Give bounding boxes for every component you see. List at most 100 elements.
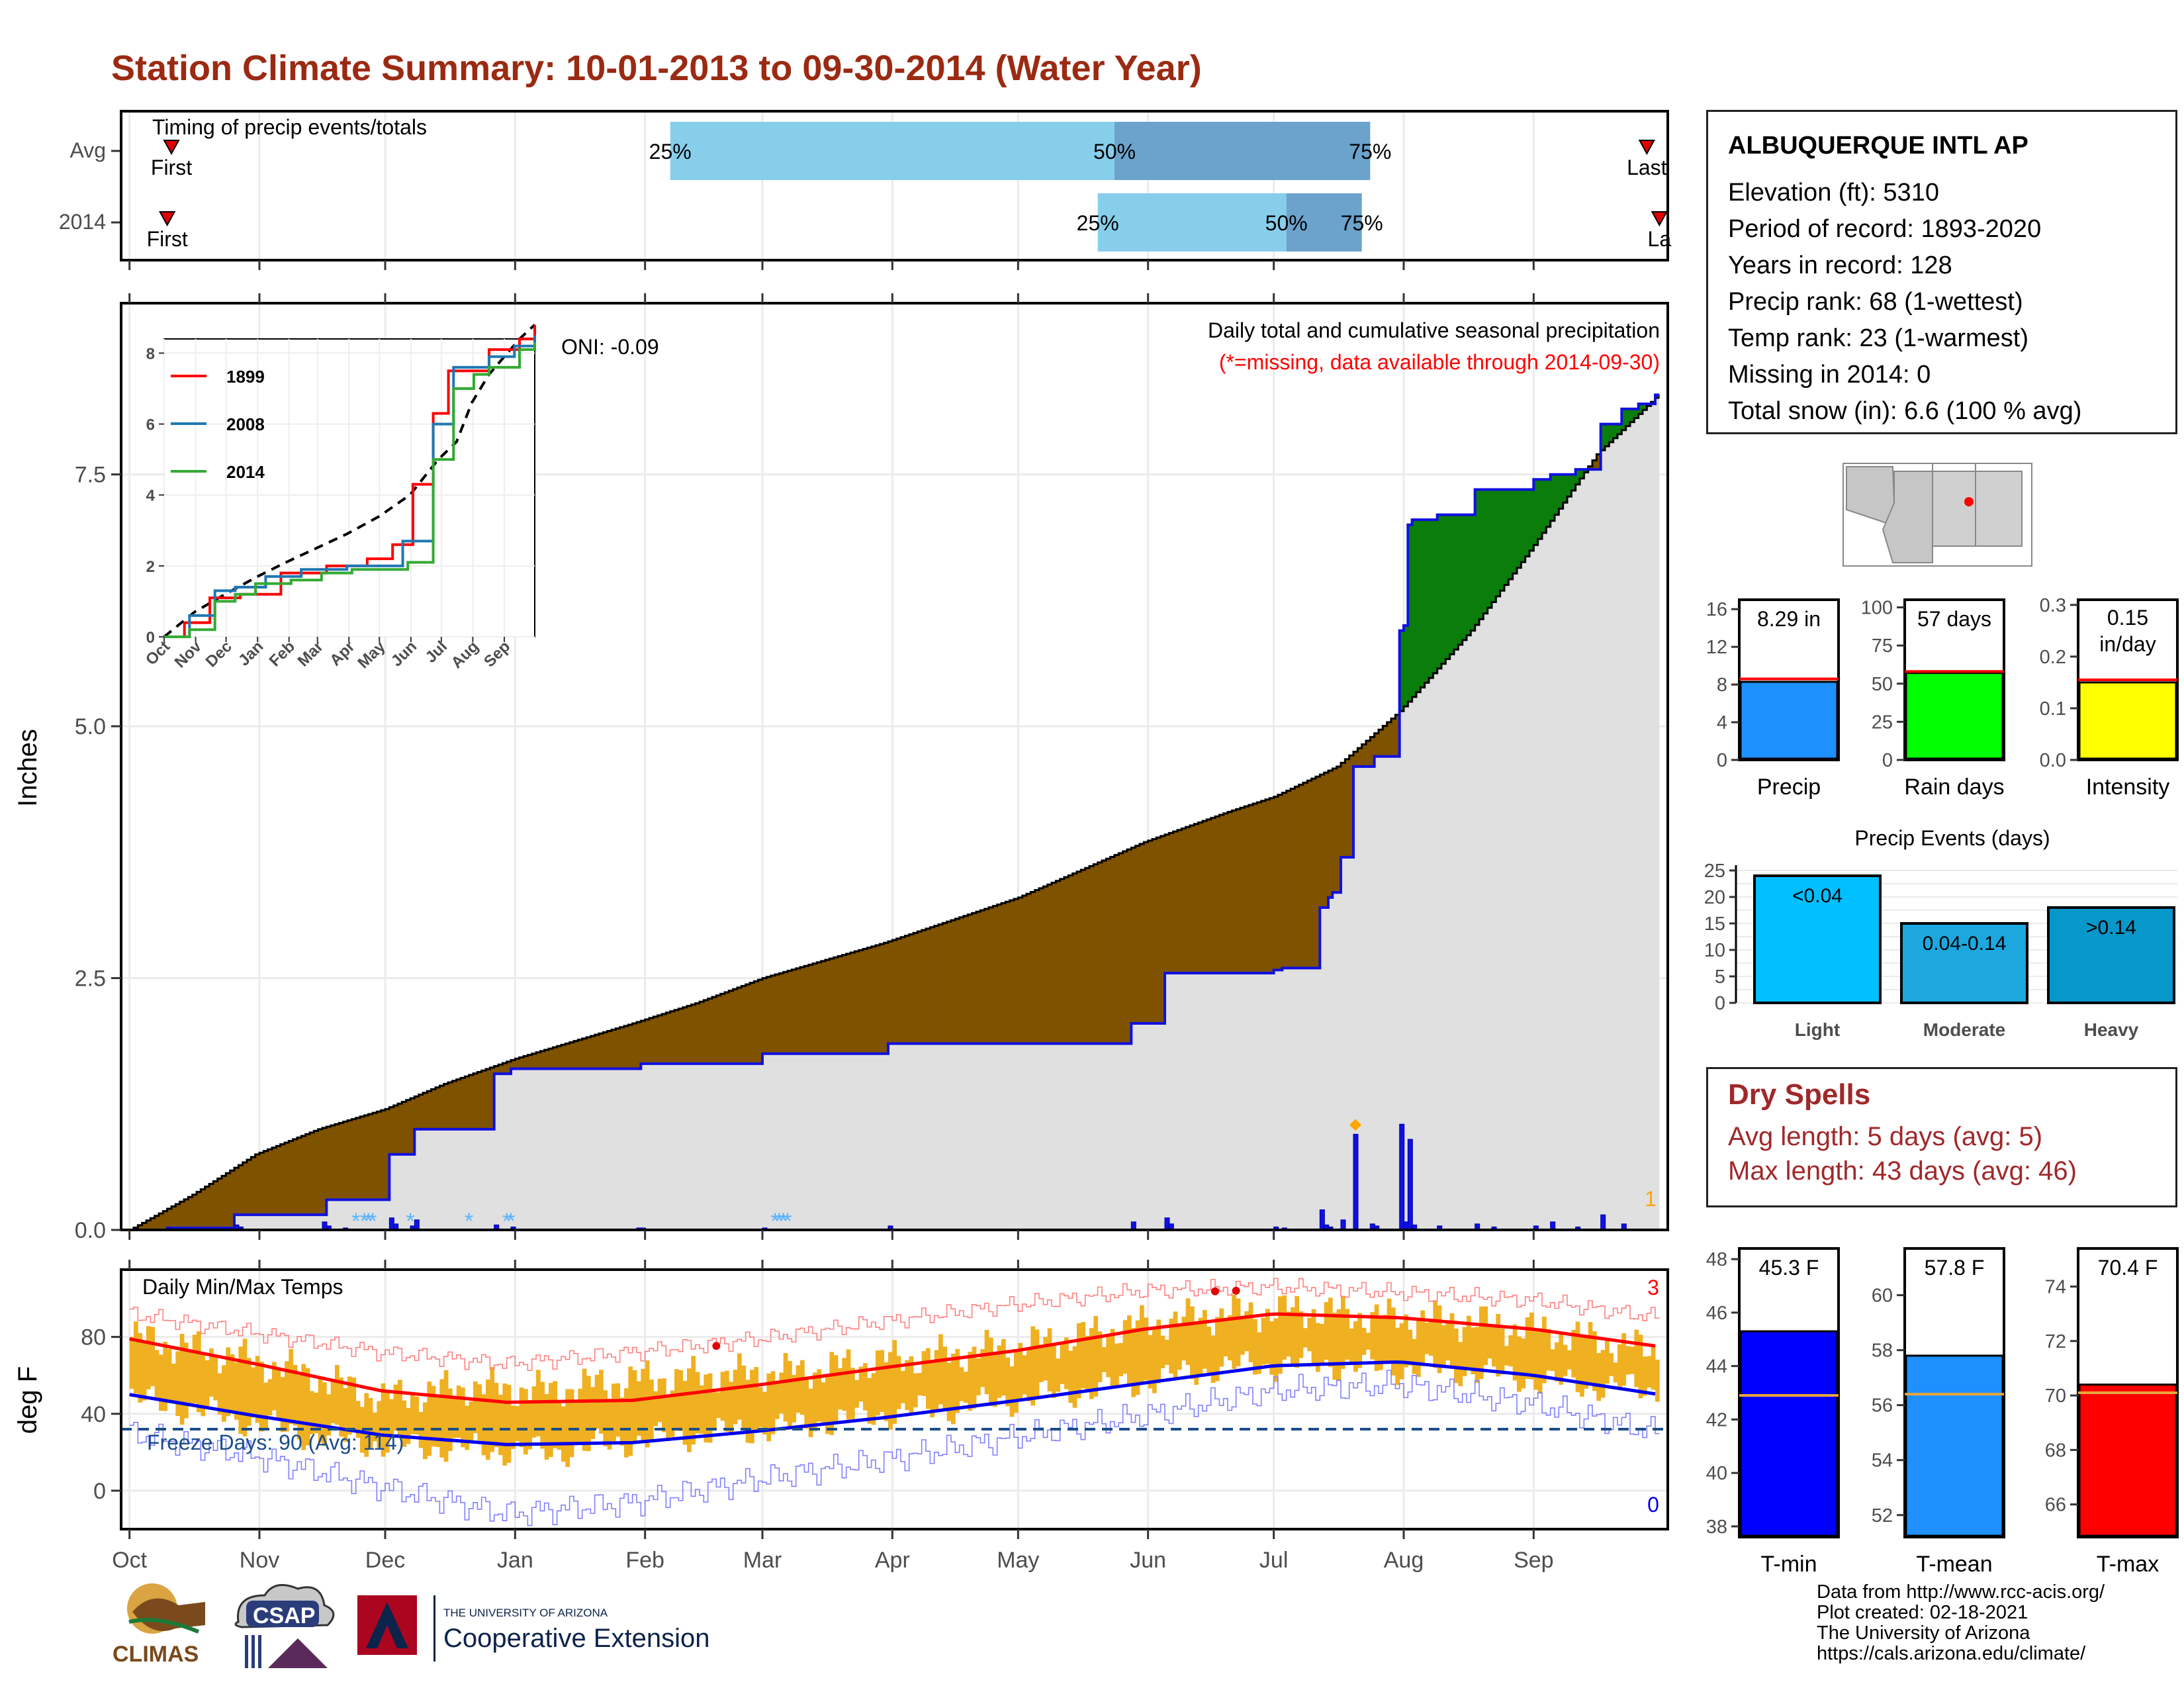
temps-daily-bar xyxy=(838,1368,842,1410)
precip-deficit-area xyxy=(917,931,923,1044)
precip-deficit-area xyxy=(615,1028,621,1069)
temp-summary-value-label: 57.8 F xyxy=(1925,1256,1985,1280)
temps-count-top: 3 xyxy=(1647,1276,1659,1299)
temps-ytick-label: 40 xyxy=(81,1402,106,1427)
temps-daily-bar xyxy=(544,1393,549,1460)
summary-bar xyxy=(1905,672,2004,760)
summary-ytick-label: 25 xyxy=(1872,712,1893,733)
temps-daily-bar xyxy=(154,1350,159,1398)
temps-xtick-label: Aug xyxy=(1384,1548,1424,1573)
temps-daily-bar xyxy=(1496,1313,1501,1377)
precip-surplus-area xyxy=(1412,520,1417,697)
summary-xlabel: Precip xyxy=(1757,774,1821,800)
precip-deficit-area xyxy=(1122,851,1128,1044)
events-xlabel: Heavy xyxy=(2084,1019,2139,1040)
temps-daily-bar xyxy=(1034,1329,1040,1396)
precip-snow-marker: * xyxy=(465,1209,473,1234)
precip-snow-marker: * xyxy=(406,1209,414,1234)
temps-daily-bar xyxy=(1655,1359,1660,1402)
temps-daily-bar xyxy=(1429,1320,1433,1356)
temps-daily-bar xyxy=(670,1390,675,1437)
temps-daily-bar xyxy=(217,1373,222,1415)
precip-deficit-area xyxy=(310,1132,314,1215)
temps-daily-bar xyxy=(414,1396,420,1434)
precip-deficit-area xyxy=(1228,812,1232,973)
precip-deficit-area xyxy=(171,1206,176,1228)
precip-deficit-area xyxy=(1052,882,1056,1044)
temps-daily-bar xyxy=(179,1334,185,1425)
precip-surplus-area xyxy=(1537,479,1543,539)
temp-summary-value-label: 70.4 F xyxy=(2098,1256,2158,1280)
precip-deficit-area xyxy=(1257,802,1262,973)
precip-deficit-area xyxy=(976,912,981,1044)
precip-deficit-area xyxy=(1005,902,1011,1044)
ua-small-text: THE UNIVERSITY OF ARIZONA xyxy=(443,1607,608,1619)
temps-daily-bar xyxy=(1521,1338,1526,1389)
temps-daily-bar xyxy=(1210,1335,1216,1383)
temps-daily-bar xyxy=(984,1329,989,1395)
precip-ytick-label: 7.5 xyxy=(75,463,106,488)
precip-deficit-area xyxy=(418,1094,424,1129)
precip-deficit-area xyxy=(486,1068,490,1129)
precip-deficit-area xyxy=(1253,804,1257,973)
temps-daily-bar xyxy=(1349,1328,1354,1364)
precip-deficit-area xyxy=(553,1047,558,1069)
temps-daily-bar xyxy=(1361,1327,1367,1355)
temps-daily-bar xyxy=(1379,1317,1383,1370)
timing-label-75: 75% xyxy=(1349,140,1391,164)
precip-deficit-area xyxy=(1278,794,1283,970)
temps-daily-bar xyxy=(486,1380,490,1460)
precip-deficit-area xyxy=(285,1143,289,1215)
inset-ytick-label: 2 xyxy=(146,558,155,576)
temps-daily-bar xyxy=(989,1337,993,1407)
precip-deficit-area xyxy=(1022,896,1027,1044)
precip-deficit-area xyxy=(469,1074,474,1129)
precip-deficit-area xyxy=(1034,890,1040,1044)
temps-daily-bar xyxy=(1533,1329,1539,1390)
precip-deficit-area xyxy=(242,1162,248,1215)
precip-deficit-area xyxy=(398,1103,402,1154)
precip-surplus-area xyxy=(1500,489,1505,591)
temps-daily-bar xyxy=(1118,1342,1124,1377)
timing-bar-q2 xyxy=(1115,122,1371,180)
precip-deficit-area xyxy=(1379,729,1383,757)
precip-deficit-area xyxy=(750,982,754,1064)
precip-surplus-area xyxy=(1550,474,1555,521)
temps-daily-bar xyxy=(373,1412,377,1442)
summary-ytick-label: 46 xyxy=(1706,1303,1727,1324)
temps-xtick-label: Jan xyxy=(497,1548,533,1573)
temps-daily-bar xyxy=(938,1334,943,1405)
temps-daily-bar xyxy=(251,1367,256,1418)
temps-daily-bar xyxy=(1437,1305,1442,1374)
temps-daily-bar xyxy=(1152,1326,1157,1393)
precip-deficit-area xyxy=(1370,737,1375,767)
climas-logo-text: CLIMAS xyxy=(113,1642,199,1667)
temps-daily-bar xyxy=(1307,1317,1312,1352)
ua-big-text: Cooperative Extension xyxy=(443,1624,709,1653)
events-ytick-label: 5 xyxy=(1715,966,1725,988)
temps-daily-bar xyxy=(775,1383,780,1419)
events-title: Precip Events (days) xyxy=(1854,826,2050,850)
precip-deficit-area xyxy=(431,1089,436,1129)
precip-deficit-area xyxy=(770,975,776,1054)
temps-record-marker xyxy=(712,1342,721,1350)
precip-deficit-area xyxy=(649,1017,654,1064)
precip-deficit-area xyxy=(1592,460,1597,470)
temps-daily-bar xyxy=(557,1402,562,1450)
precip-deficit-area xyxy=(670,1011,675,1064)
precip-snow-marker: * xyxy=(364,1209,373,1234)
temps-daily-bar xyxy=(1366,1333,1371,1350)
temps-daily-bar xyxy=(678,1370,684,1431)
temps-daily-bar xyxy=(502,1383,508,1466)
temps-daily-bar xyxy=(1303,1328,1308,1348)
temps-daily-bar xyxy=(1537,1329,1543,1394)
csap-logo: CSAP xyxy=(234,1583,335,1668)
precip-deficit-area xyxy=(435,1087,440,1129)
summary-ytick-label: 54 xyxy=(1872,1450,1893,1472)
precip-deficit-area xyxy=(138,1225,143,1230)
precip-deficit-area xyxy=(502,1063,508,1074)
precip-deficit-area xyxy=(1295,786,1300,968)
precip-surplus-area xyxy=(1546,479,1551,527)
temps-daily-bar xyxy=(976,1358,981,1395)
precip-deficit-area xyxy=(741,986,747,1064)
